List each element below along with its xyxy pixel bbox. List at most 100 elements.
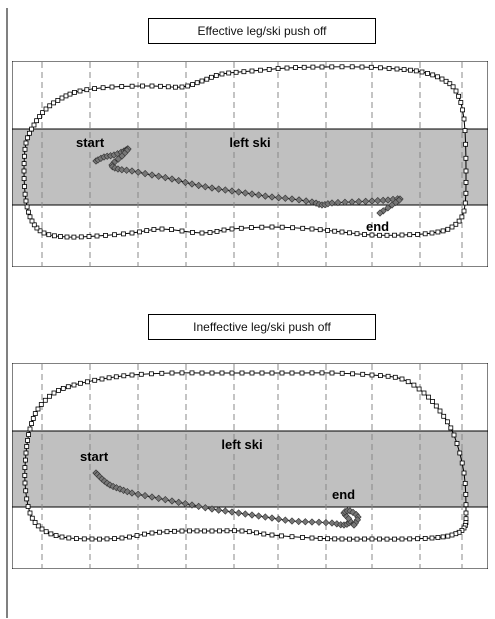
loop-marker [64, 234, 70, 240]
loop-marker [221, 227, 227, 233]
loop-marker [293, 65, 299, 70]
trace-marker [255, 191, 263, 199]
loop-marker [426, 394, 431, 400]
loop-marker [214, 228, 220, 234]
loop-marker [58, 234, 63, 239]
loop-marker [399, 232, 405, 238]
loop-marker [22, 457, 28, 463]
trace-marker [295, 196, 303, 204]
loop-marker [187, 528, 192, 534]
loop-marker [219, 370, 225, 376]
loop-marker [29, 421, 34, 426]
loop-marker [194, 80, 200, 86]
loop-marker [269, 532, 275, 538]
trace-marker [181, 178, 189, 186]
trace-marker [141, 492, 149, 500]
loop-marker [459, 460, 465, 466]
loop-marker [199, 370, 205, 376]
trace-marker [175, 498, 183, 506]
loop-marker [347, 230, 352, 236]
loop-marker [269, 224, 275, 230]
loop-marker [459, 214, 465, 220]
loop-marker [261, 531, 267, 537]
loop-marker [362, 536, 367, 542]
loop-marker [266, 67, 272, 72]
trace-marker [168, 175, 176, 183]
loop-marker [32, 411, 38, 416]
loop-marker [299, 370, 305, 376]
loop-marker [40, 110, 46, 115]
loop-marker [339, 370, 345, 376]
loop-marker [55, 98, 61, 103]
trace-marker [308, 198, 316, 206]
loop-marker [462, 128, 468, 133]
loop-marker [37, 114, 42, 119]
loop-marker [21, 153, 27, 159]
loop-marker [463, 155, 469, 161]
loop-marker [339, 536, 345, 542]
loop-marker [51, 100, 56, 106]
loop-marker [444, 419, 450, 425]
loop-marker [85, 379, 90, 385]
loop-marker [92, 377, 98, 383]
loop-marker [394, 66, 400, 72]
loop-marker [41, 230, 47, 236]
trace-marker [168, 497, 176, 505]
loop-marker [72, 89, 77, 95]
loop-marker [249, 68, 255, 74]
loop-marker [23, 140, 29, 146]
trace-marker [388, 201, 396, 209]
loop-marker [142, 531, 147, 537]
loop-marker [31, 222, 37, 228]
trace-marker [281, 194, 289, 202]
loop-marker [279, 370, 285, 376]
trace-marker [208, 505, 216, 513]
loop-marker [339, 64, 345, 70]
loop-marker [22, 480, 28, 486]
loop-marker [25, 135, 30, 141]
loop-marker [385, 373, 391, 379]
trace-marker [201, 504, 209, 512]
loop-marker [209, 528, 215, 534]
loop-marker [86, 234, 92, 239]
loop-marker [30, 416, 36, 421]
loop-marker [29, 218, 35, 224]
loop-marker [159, 370, 165, 376]
loop-marker [84, 87, 90, 93]
loop-marker [157, 529, 162, 535]
loop-marker [301, 64, 307, 70]
loop-marker [89, 536, 95, 542]
loop-marker [453, 88, 459, 94]
loop-marker [377, 536, 382, 542]
trace-marker [128, 489, 136, 497]
loop-marker [392, 232, 397, 238]
loop-marker [443, 78, 449, 84]
loop-marker [151, 227, 157, 232]
trace-marker [288, 195, 296, 203]
loop-marker [449, 224, 455, 230]
loop-marker [447, 81, 453, 87]
trace-marker [241, 189, 249, 197]
loop-marker [127, 534, 132, 540]
loop-marker [25, 438, 31, 443]
left-ski-band [12, 430, 488, 508]
loop-marker [456, 218, 462, 224]
trace-marker [376, 209, 384, 217]
trace-marker [281, 516, 289, 524]
loop-marker [369, 372, 375, 378]
loop-marker [354, 231, 360, 237]
panel-title-ineffective: Ineffective leg/ski push off [148, 314, 376, 340]
loop-marker [309, 370, 315, 376]
trace-marker [355, 198, 363, 206]
loop-marker [392, 374, 398, 380]
loop-marker [29, 126, 35, 132]
loop-marker [112, 536, 117, 542]
loop-marker [46, 232, 52, 238]
end-label: end [332, 487, 355, 502]
loop-marker [463, 190, 469, 196]
loop-marker [121, 231, 126, 237]
loop-marker [347, 536, 352, 542]
loop-marker [226, 70, 232, 76]
loop-marker [74, 536, 79, 542]
loop-marker [359, 64, 365, 70]
